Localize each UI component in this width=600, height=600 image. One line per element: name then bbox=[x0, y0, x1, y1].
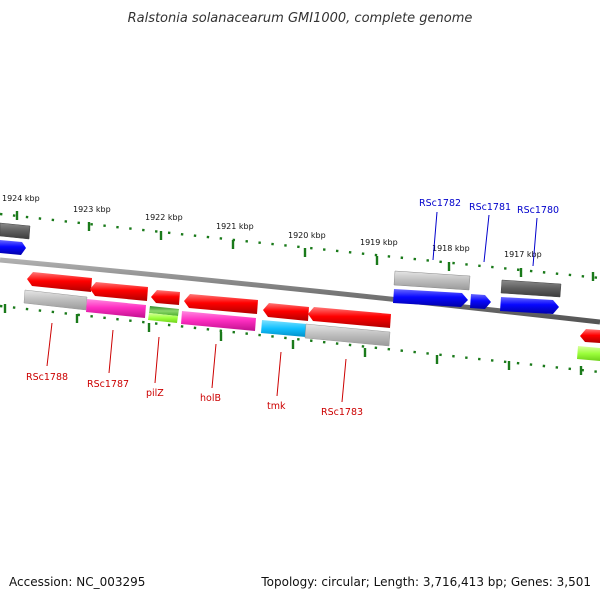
gene-rsc1783-gray[interactable] bbox=[304, 323, 391, 347]
gene-rsc1781[interactable] bbox=[470, 294, 491, 309]
gene-label-rsc1788[interactable]: RSc1788 bbox=[26, 372, 68, 383]
gene-label-holb[interactable]: holB bbox=[200, 393, 221, 404]
kbp-label-1920: 1920 kbp bbox=[288, 231, 326, 240]
kbp-label-1918: 1918 kbp bbox=[432, 244, 470, 253]
gene-label-rsc1780[interactable]: RSc1780 bbox=[517, 205, 559, 216]
leader-tmk bbox=[276, 351, 282, 397]
gene-1779[interactable] bbox=[580, 329, 600, 343]
gene-labels: RSc1788 RSc1787 pilZ holB tmk RSc1783 RS… bbox=[26, 198, 559, 418]
gene-holb[interactable] bbox=[184, 294, 258, 314]
gene-holb-magenta[interactable] bbox=[181, 311, 256, 331]
kbp-label-1921: 1921 kbp bbox=[216, 222, 254, 231]
gene-label-rsc1781[interactable]: RSc1781 bbox=[469, 202, 511, 213]
gene-rsc1780-gray[interactable] bbox=[500, 279, 562, 298]
accession-label: Accession: NC_003295 bbox=[9, 575, 145, 589]
gene-pilz-green[interactable] bbox=[149, 306, 179, 316]
outer-ruler bbox=[0, 211, 600, 281]
gene-tmk[interactable] bbox=[263, 303, 309, 321]
kbp-label-1923: 1923 kbp bbox=[73, 205, 111, 214]
gene-label-tmk[interactable]: tmk bbox=[267, 401, 286, 412]
genome-summary: Topology: circular; Length: 3,716,413 bp… bbox=[260, 575, 591, 589]
gene-rsc1782[interactable] bbox=[393, 289, 468, 307]
leader-rsc1781 bbox=[483, 214, 490, 263]
leader-lines bbox=[46, 211, 538, 403]
gene-1779-lime[interactable] bbox=[577, 346, 600, 361]
leader-rsc1783 bbox=[341, 358, 347, 403]
leader-pilz bbox=[154, 336, 160, 384]
leader-holb bbox=[211, 343, 217, 389]
gene-1925-blue[interactable] bbox=[0, 240, 26, 255]
gene-rsc1783[interactable] bbox=[308, 307, 391, 328]
gene-track-inner bbox=[23, 272, 600, 361]
inner-ruler bbox=[0, 304, 600, 375]
gene-label-rsc1782[interactable]: RSc1782 bbox=[419, 198, 461, 209]
kbp-label-1917: 1917 kbp bbox=[504, 250, 542, 259]
gene-label-rsc1783[interactable]: RSc1783 bbox=[321, 407, 363, 418]
gene-label-pilz[interactable]: pilZ bbox=[146, 388, 164, 399]
gene-rsc1788-gray[interactable] bbox=[23, 289, 88, 311]
gene-pilz[interactable] bbox=[151, 290, 180, 305]
leader-rsc1780 bbox=[532, 217, 538, 267]
kbp-label-1919: 1919 kbp bbox=[360, 238, 398, 247]
leader-rsc1788 bbox=[46, 322, 53, 367]
gene-rsc1787-magenta[interactable] bbox=[86, 299, 146, 318]
gene-pilz-lime[interactable] bbox=[148, 313, 178, 323]
kbp-label-1924: 1924 kbp bbox=[2, 194, 40, 203]
genome-title: Ralstonia solanacearum GMI1000, complete… bbox=[128, 11, 473, 26]
kbp-labels: 1924 kbp 1923 kbp 1922 kbp 1921 kbp 1920… bbox=[2, 194, 542, 259]
gene-rsc1788[interactable] bbox=[27, 272, 92, 292]
gene-rsc1787[interactable] bbox=[90, 282, 148, 301]
leader-rsc1787 bbox=[108, 329, 114, 374]
gene-rsc1780[interactable] bbox=[500, 297, 559, 314]
gene-label-rsc1787[interactable]: RSc1787 bbox=[87, 379, 129, 390]
gene-tmk-cyan[interactable] bbox=[261, 320, 307, 337]
kbp-label-1922: 1922 kbp bbox=[145, 213, 183, 222]
gene-rsc1782-gray[interactable] bbox=[393, 270, 471, 291]
gene-1925-gray[interactable] bbox=[0, 222, 31, 240]
leader-rsc1782 bbox=[432, 211, 438, 261]
gene-track-outer bbox=[0, 222, 562, 314]
genome-backbone bbox=[0, 257, 600, 325]
